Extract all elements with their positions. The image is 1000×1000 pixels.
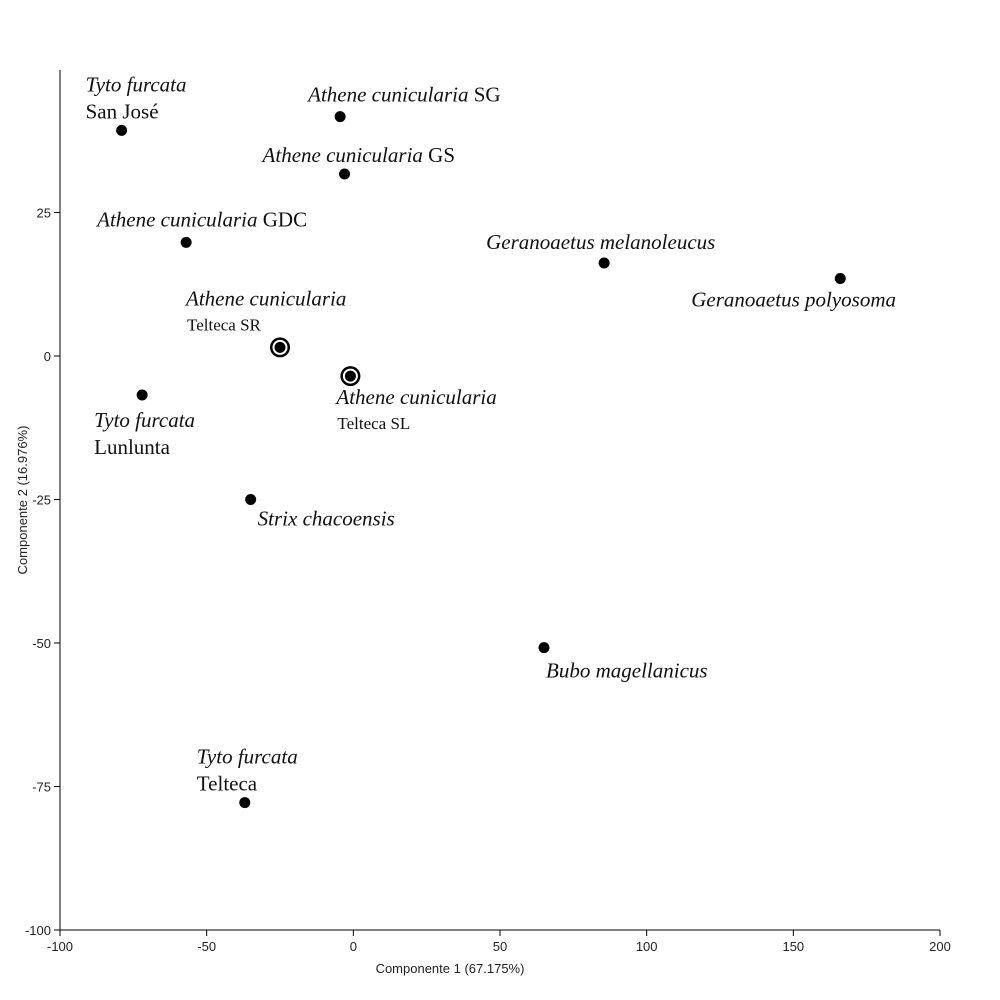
- point-label: Tyto furcata: [86, 72, 187, 96]
- data-point: [538, 642, 550, 654]
- site-name: GS: [423, 143, 455, 167]
- species-name: Athene cunicularia: [95, 207, 257, 231]
- y-tick-label: 25: [37, 206, 51, 221]
- y-tick-label: -100: [25, 923, 51, 938]
- species-name: Tyto furcata: [86, 72, 187, 96]
- species-name: Strix chacoensis: [258, 507, 395, 531]
- x-tick-label: 200: [929, 939, 951, 954]
- data-point: [180, 236, 192, 248]
- point-label: Strix chacoensis: [258, 507, 395, 531]
- data-point: [339, 168, 351, 180]
- species-name: Bubo magellanicus: [546, 659, 708, 683]
- site-name: Telteca SR: [187, 315, 262, 334]
- point-label: Bubo magellanicus: [546, 659, 708, 683]
- data-point: [136, 389, 148, 401]
- axes: [59, 70, 940, 931]
- y-tick-label: -25: [32, 493, 51, 508]
- site-name: Telteca: [197, 772, 258, 796]
- y-axis-ticks: -100 -75 -50 -25 0 25: [25, 206, 60, 938]
- species-name: Athene cunicularia: [184, 286, 346, 310]
- x-tick-label: -50: [197, 939, 216, 954]
- species-name: Geranoaetus melanoleucus: [486, 230, 715, 254]
- species-name: Tyto furcata: [197, 745, 298, 769]
- data-point: [274, 341, 286, 353]
- species-name: Athene cunicularia: [334, 385, 496, 409]
- species-name: Tyto furcata: [94, 408, 195, 432]
- site-name: GDC: [258, 207, 308, 231]
- y-tick-label: -75: [32, 780, 51, 795]
- species-name: Athene cunicularia: [306, 83, 468, 107]
- x-tick-label: 100: [636, 939, 658, 954]
- data-point: [344, 370, 356, 382]
- point-label: Geranoaetus melanoleucus: [486, 230, 715, 254]
- point-label: Tyto furcata: [197, 745, 298, 769]
- x-tick-label: 0: [350, 939, 357, 954]
- data-point: [239, 797, 251, 809]
- y-axis-title: Componente 2 (16.976%): [15, 426, 30, 575]
- site-name: San José: [86, 99, 159, 123]
- x-tick-label: -100: [47, 939, 73, 954]
- data-point: [598, 257, 610, 269]
- x-axis-title: Componente 1 (67.175%): [376, 961, 525, 976]
- data-point: [245, 494, 257, 505]
- x-axis-ticks: -100 -50 0 50 100 150 200: [47, 930, 951, 954]
- species-name: Athene cunicularia: [261, 143, 423, 167]
- point-labels: Tyto furcata San José Athene cunicularia S…: [86, 72, 896, 795]
- species-name: Geranoaetus polyosoma: [691, 288, 896, 312]
- point-label: Athene cunicularia GS: [261, 143, 455, 167]
- site-name: Lunlunta: [94, 435, 170, 459]
- y-tick-label: 0: [44, 349, 51, 364]
- point-label: Geranoaetus polyosoma: [691, 288, 896, 312]
- point-label: Athene cunicularia: [334, 385, 496, 409]
- point-label: Athene cunicularia GDC: [95, 207, 307, 231]
- y-tick-label: -50: [32, 636, 51, 651]
- point-label: Athene cunicularia: [184, 286, 346, 310]
- data-point: [116, 124, 128, 136]
- data-point: [834, 273, 846, 285]
- x-tick-label: 150: [782, 939, 804, 954]
- data-point: [334, 111, 346, 123]
- data-points: [116, 111, 846, 809]
- site-name: SG: [469, 83, 501, 107]
- point-label: Athene cunicularia SG: [306, 83, 500, 107]
- point-label: Tyto furcata: [94, 408, 195, 432]
- site-name: Telteca SL: [337, 414, 410, 433]
- x-tick-label: 50: [493, 939, 507, 954]
